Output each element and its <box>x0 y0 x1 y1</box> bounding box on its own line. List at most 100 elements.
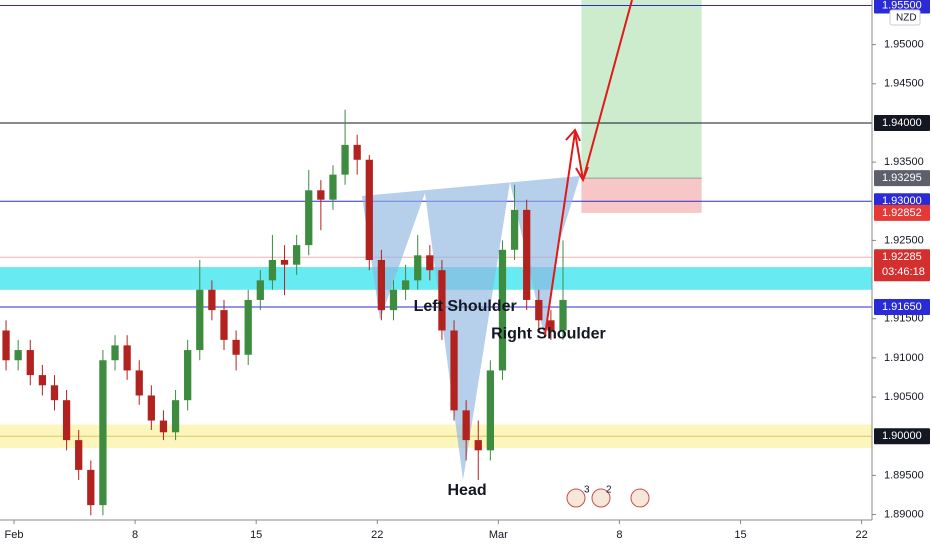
x-tick-label: Feb <box>5 529 24 541</box>
countdown: 03:46:18 <box>882 266 925 278</box>
y-tick-label: 1.95000 <box>884 39 924 51</box>
candle-body <box>268 260 277 281</box>
candle-body <box>523 209 531 300</box>
y-tick-label: 1.91000 <box>884 352 924 364</box>
candle-body <box>305 190 313 246</box>
target-zone <box>581 0 702 179</box>
axes: 1.89000 1.89500 1.90500 1.91000 1.91500 1.925… <box>5 0 930 541</box>
candle-body <box>62 400 71 441</box>
price-label: 1.94000 <box>882 117 922 129</box>
candle-body <box>341 144 349 175</box>
price-label: 1.95500 <box>882 0 922 11</box>
event-icon <box>630 488 650 508</box>
head-shoulders-pattern <box>362 176 580 480</box>
candle-body <box>184 350 192 401</box>
candle-body <box>547 320 555 331</box>
candle-body <box>450 330 458 411</box>
candle-body <box>438 270 446 331</box>
candle-body <box>414 255 422 281</box>
arrow-head <box>565 128 581 142</box>
price-label-box <box>874 428 930 445</box>
arrow-line <box>582 0 633 181</box>
candle-body <box>50 385 59 401</box>
candle-body <box>486 370 494 451</box>
price-label: 1.93000 <box>882 195 922 207</box>
stop-zone <box>581 178 702 213</box>
candle-body <box>462 410 470 441</box>
candle-body <box>26 350 34 376</box>
projection-arrows <box>544 0 633 336</box>
candle-body <box>256 280 264 300</box>
currency: NZD <box>896 13 917 24</box>
y-tick-label: 1.93500 <box>884 156 924 168</box>
pattern-drawings <box>362 176 580 480</box>
candle-body <box>365 159 373 260</box>
currency-box <box>889 9 921 26</box>
event-count: 2 <box>606 485 612 496</box>
candle-body <box>244 299 252 355</box>
candle-body <box>196 289 204 351</box>
price-label: 1.93295 <box>882 172 922 184</box>
zone <box>0 267 872 290</box>
price-label-box <box>874 114 930 131</box>
price-label-box <box>874 298 930 315</box>
y-tick-label: 1.91500 <box>884 313 924 325</box>
candle-body <box>208 289 216 311</box>
candle-body <box>353 144 361 160</box>
candle-body <box>99 360 107 506</box>
event-icon <box>566 488 586 508</box>
event-count: 3 <box>584 485 590 496</box>
annotation: Left Shoulder <box>414 298 517 315</box>
arrow-line <box>544 131 576 336</box>
candle-body <box>159 420 168 433</box>
candle-body <box>220 310 228 340</box>
candle-body <box>14 350 22 361</box>
price-label-box <box>874 249 930 282</box>
price-label: 1.91650 <box>882 301 922 313</box>
price-label-box <box>874 204 930 221</box>
candles: Left Shoulder Right Shoulder Head <box>2 109 606 516</box>
event-badges: 3 2 <box>566 485 650 508</box>
candle-body <box>510 209 519 250</box>
x-tick-label: 15 <box>250 529 262 541</box>
price-label: 1.90000 <box>882 430 922 442</box>
candle-body <box>280 260 289 265</box>
candle-body <box>559 299 567 331</box>
candle-body <box>111 345 119 361</box>
candle-body <box>474 440 482 451</box>
arrow-line <box>574 131 584 181</box>
event-icon <box>591 488 611 508</box>
candle-body <box>377 260 386 311</box>
x-tick-label: 15 <box>734 529 746 541</box>
candle-body <box>75 440 83 470</box>
annotation: Head <box>448 482 487 499</box>
x-tick-label: 22 <box>855 529 867 541</box>
price-label: 1.92285 <box>882 251 922 263</box>
arrow-head <box>575 166 589 183</box>
candle-body <box>535 299 543 321</box>
candle-body <box>317 190 325 200</box>
price-label-box <box>874 170 930 187</box>
y-tick-label: 1.90500 <box>884 391 924 403</box>
y-tick-label: 1.89500 <box>884 469 924 481</box>
candle-body <box>147 395 155 421</box>
candle-body <box>87 469 95 506</box>
x-tick-label: Mar <box>489 529 508 541</box>
candle-body <box>293 245 301 265</box>
candle-body <box>2 330 10 361</box>
price-label: 1.92852 <box>882 207 922 219</box>
candle-body <box>389 289 398 311</box>
x-tick-label: 22 <box>371 529 383 541</box>
annotation: Right Shoulder <box>491 326 606 343</box>
candle-body <box>123 345 131 371</box>
y-tick-label: 1.92500 <box>884 234 924 246</box>
candle-body <box>171 400 180 433</box>
candle-body <box>232 339 240 355</box>
candle-body <box>329 174 337 200</box>
x-tick-label: 8 <box>616 529 622 541</box>
y-tick-label: 1.89000 <box>884 508 924 520</box>
candle-body <box>135 370 143 396</box>
candle-body <box>38 375 47 386</box>
y-tick-label: 1.94500 <box>884 78 924 90</box>
